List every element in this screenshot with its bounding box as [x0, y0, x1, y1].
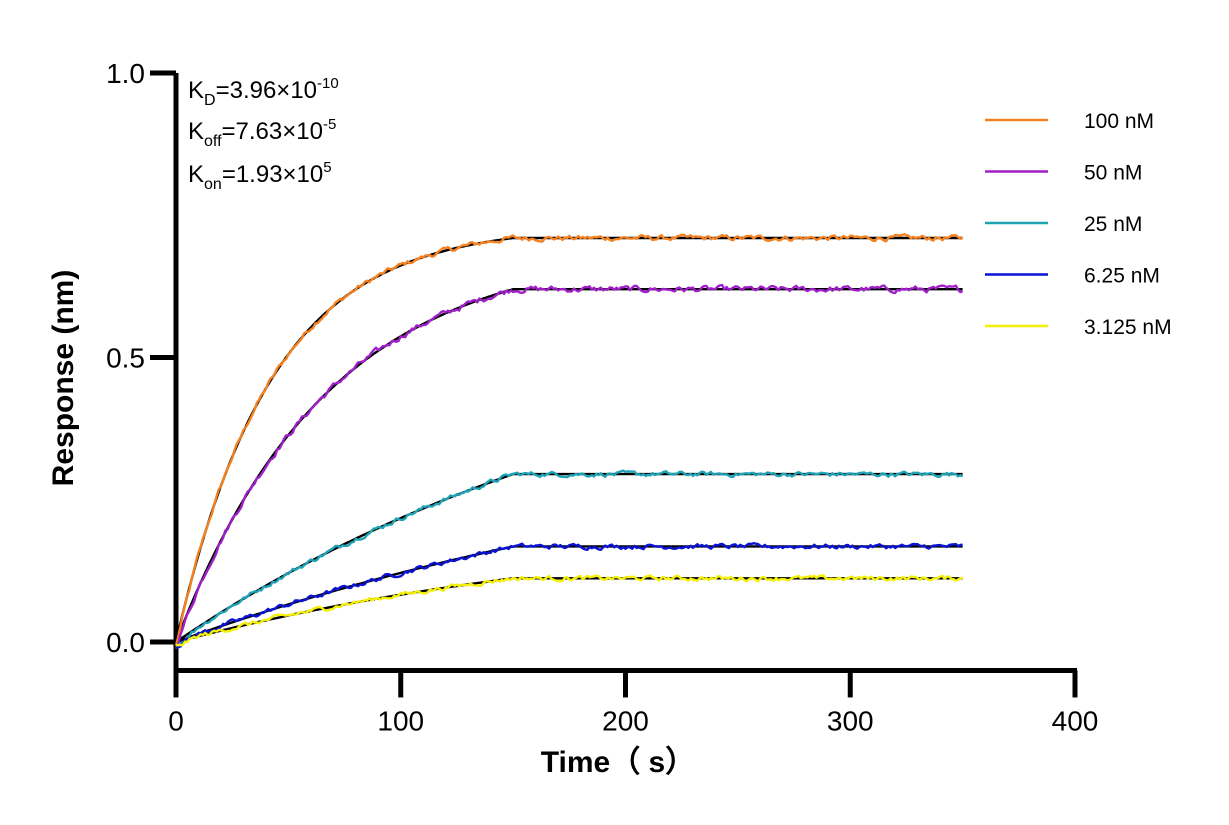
series-trace-4 [175, 573, 963, 647]
legend-label: 50 nM [1084, 162, 1142, 185]
x-tick-label: 400 [1052, 705, 1099, 736]
y-tick-label: 0.0 [106, 627, 145, 658]
y-tick-label: 0.5 [106, 343, 145, 374]
series-trace-0 [174, 233, 964, 647]
fit-curve-3 [175, 545, 963, 644]
x-tick-label: 200 [602, 705, 649, 736]
x-axis-title: Time（ s） [541, 745, 696, 779]
fit-curve-4 [175, 577, 963, 644]
y-axis-title: Response (nm) [47, 270, 80, 487]
legend: 100 nM 50 nM 25 nM 6.25 nM 3.125 nM [985, 110, 1172, 339]
legend-label: 3.125 nM [1084, 316, 1172, 339]
legend-label: 25 nM [1084, 213, 1142, 236]
y-tick-label: 1.0 [106, 58, 145, 89]
x-tick-label: 0 [168, 705, 184, 736]
fit-curves [174, 236, 963, 644]
series-trace-1 [174, 283, 964, 650]
koff-annotation: Koff=7.63×10-5 [188, 116, 336, 150]
x-tick-label: 100 [377, 705, 424, 736]
series-trace-3 [175, 542, 963, 649]
legend-label: 6.25 nM [1084, 265, 1160, 288]
data-traces [174, 233, 964, 650]
fit-curve-1 [174, 288, 963, 643]
fit-curve-2 [175, 472, 963, 643]
axes: 0.0 0.5 1.0 0 100 200 300 400 [106, 58, 1098, 736]
series-trace-2 [175, 469, 964, 648]
kon-annotation: Kon=1.93×105 [188, 159, 332, 193]
kd-annotation: KD=3.96×10-10 [188, 75, 339, 109]
legend-label: 100 nM [1084, 110, 1154, 133]
x-tick-label: 300 [827, 705, 874, 736]
fit-curve-0 [174, 236, 963, 643]
